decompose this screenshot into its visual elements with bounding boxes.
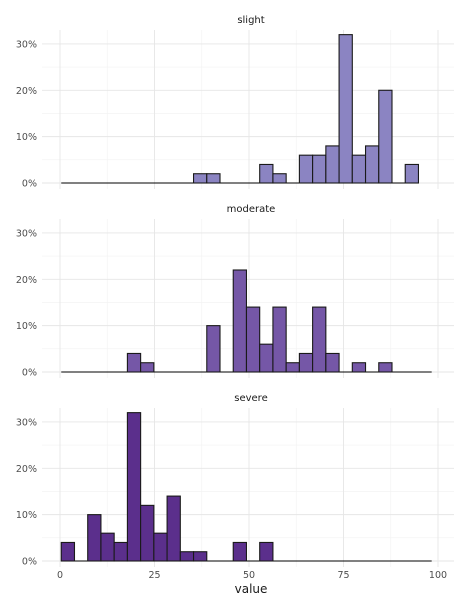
x-tick-label: 75 [337, 570, 349, 581]
panel-slight: 0% 10% 20% 30% slight [16, 15, 454, 190]
histogram-bar [100, 532, 115, 562]
histogram-bar [259, 343, 274, 373]
histogram-bar [312, 154, 327, 184]
histogram-bar [285, 362, 300, 373]
histogram-bar [259, 163, 274, 184]
histogram-bar [232, 269, 248, 373]
histogram-bar [272, 173, 287, 184]
histogram-bar [325, 352, 340, 373]
histogram-bar [351, 362, 367, 373]
histogram-bar [60, 541, 76, 562]
histogram-bar [364, 145, 380, 184]
y-tick-label: 0% [22, 368, 37, 379]
histogram-bar [166, 495, 181, 562]
y-tick-label: 20% [16, 275, 37, 286]
histogram-bar [312, 306, 327, 373]
y-tick-label: 20% [16, 86, 37, 97]
y-tick-label: 30% [16, 39, 37, 50]
y-tick-label: 10% [16, 321, 37, 332]
y-tick-label: 10% [16, 132, 37, 143]
histogram-bar [338, 34, 353, 184]
y-tick-label: 30% [16, 228, 37, 239]
histogram-bar [325, 145, 340, 184]
histogram-bar [126, 412, 142, 562]
panel-title: moderate [227, 204, 276, 215]
histogram-bar [87, 514, 102, 562]
histogram-bar [245, 306, 261, 373]
histogram-bar [259, 541, 274, 562]
panel-title: severe [234, 393, 267, 404]
histogram-bar [298, 352, 314, 373]
histogram-bar [192, 173, 208, 184]
histogram-bar [404, 163, 420, 184]
histogram-bar [179, 551, 195, 562]
y-tick-label: 0% [22, 557, 37, 568]
histogram-bar [378, 89, 393, 184]
y-tick-label: 0% [22, 179, 37, 190]
panel-severe: 0% 10% 20% 30% severe [16, 393, 454, 568]
panels-group: 0% 10% 20% 30% slight 0% 10% 20% 30% moderate 0% 10… [16, 15, 454, 581]
histogram-bar [153, 532, 168, 562]
panel-moderate: 0% 10% 20% 30% moderate [16, 204, 454, 379]
y-tick-label: 30% [16, 417, 37, 428]
x-tick-label: 100 [429, 570, 447, 581]
histogram-bar [206, 173, 221, 184]
histogram-bar [272, 306, 287, 373]
x-tick-label: 25 [148, 570, 160, 581]
panel-title: slight [237, 15, 264, 26]
histogram-bar [232, 541, 248, 562]
x-axis-title: value [235, 582, 268, 596]
y-tick-label: 20% [16, 464, 37, 475]
histogram-bar [206, 325, 221, 373]
x-tick-label: 50 [243, 570, 255, 581]
x-tick-label: 0 [57, 570, 63, 581]
histogram-bar [126, 352, 142, 373]
histogram-bar [351, 154, 367, 184]
histogram-bar [140, 504, 155, 562]
histogram-bar [298, 154, 314, 184]
histogram-bar [140, 362, 155, 373]
histogram-bar [192, 551, 208, 562]
histogram-bar [113, 541, 128, 562]
y-tick-label: 10% [16, 510, 37, 521]
histogram-bar [378, 362, 393, 373]
